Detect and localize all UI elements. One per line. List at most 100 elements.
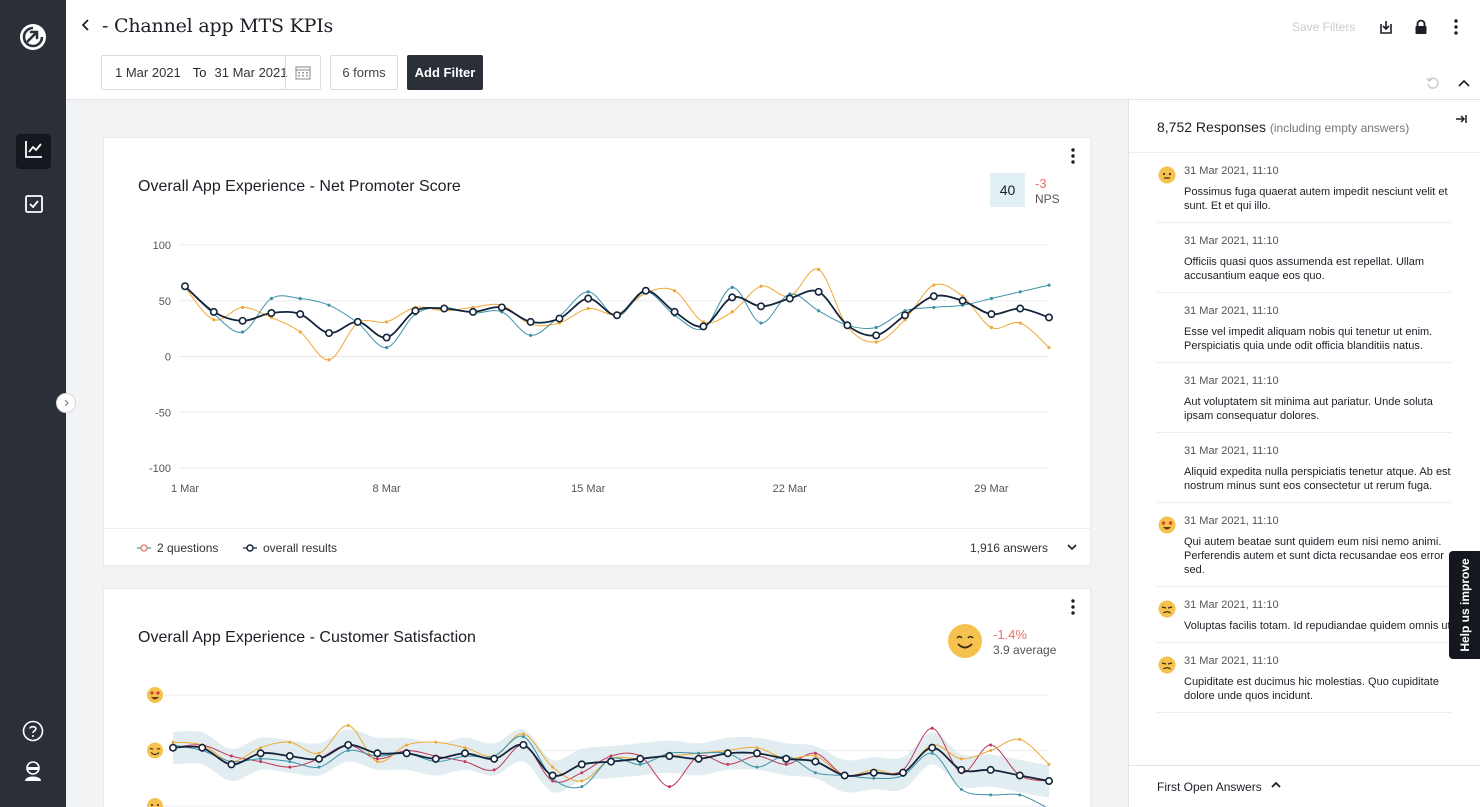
- y-tick-label: 100: [153, 240, 171, 252]
- nps-card-footer: 2 questions overall results 1,916 answer…: [104, 528, 1090, 565]
- help-us-improve-label: Help us improve: [1457, 558, 1472, 652]
- chevron-down-icon[interactable]: [1064, 539, 1080, 555]
- data-point: [490, 754, 499, 763]
- back-button[interactable]: [76, 16, 96, 38]
- data-point: [784, 762, 788, 766]
- legend-overall[interactable]: overall results: [243, 541, 337, 555]
- data-point: [586, 306, 590, 311]
- nps-chart-title: Overall App Experience - Net Promoter Sc…: [138, 178, 461, 195]
- response-item[interactable]: 31 Mar 2021, 11:10 Aliquid expedita nulla…: [1129, 433, 1480, 503]
- data-point: [327, 358, 331, 362]
- data-point: [317, 765, 321, 769]
- page-title: - Channel app MTS KPIs: [102, 15, 334, 37]
- data-point: [298, 330, 302, 334]
- chevron-right-icon: [62, 394, 70, 412]
- data-point: [288, 765, 292, 769]
- legend-questions[interactable]: 2 questions: [137, 541, 218, 555]
- x-tick-label: 29 Mar: [974, 483, 1009, 495]
- data-point: [209, 307, 218, 316]
- add-filter-button[interactable]: Add Filter: [407, 55, 483, 90]
- responses-header: 8,752 Responses (including empty answers…: [1157, 119, 1409, 135]
- data-point: [843, 321, 852, 330]
- data-point: [1016, 304, 1025, 313]
- data-point: [385, 320, 389, 324]
- data-point: [385, 345, 389, 350]
- card-menu-icon[interactable]: [1064, 597, 1082, 617]
- data-point: [817, 309, 821, 313]
- data-point: [874, 325, 878, 330]
- nav-analytics-button[interactable]: [16, 134, 51, 169]
- lock-icon[interactable]: [1411, 17, 1431, 37]
- date-to[interactable]: 31 Mar 2021: [214, 65, 288, 80]
- help-us-improve-tab[interactable]: Help us improve: [1449, 551, 1480, 659]
- data-point: [755, 765, 759, 769]
- nav-forms-button[interactable]: [16, 189, 51, 224]
- response-item[interactable]: 31 Mar 2021, 11:10 Officiis quasi quos as…: [1129, 223, 1480, 293]
- data-point: [1018, 737, 1022, 741]
- x-tick-label: 1 Mar: [171, 483, 199, 495]
- help-button[interactable]: [20, 720, 46, 746]
- responses-subtitle: (including empty answers): [1269, 121, 1410, 135]
- first-open-answers-toggle[interactable]: First Open Answers: [1129, 765, 1480, 807]
- y-tick-label: 50: [159, 296, 171, 308]
- save-filters-button[interactable]: Save Filters: [1292, 20, 1356, 34]
- response-item[interactable]: 31 Mar 2021, 11:10 Voluptas facilis totam…: [1129, 587, 1480, 643]
- data-point: [930, 726, 934, 730]
- data-point: [673, 289, 677, 293]
- nps-chart-card: Overall App Experience - Net Promoter Sc…: [103, 137, 1091, 566]
- response-item[interactable]: 31 Mar 2021, 11:10 Qui autem beatae sunt …: [1129, 503, 1480, 587]
- data-point: [989, 325, 994, 330]
- app-logo[interactable]: [20, 24, 46, 50]
- data-point: [840, 771, 849, 780]
- divider: [1156, 712, 1452, 713]
- response-item[interactable]: 31 Mar 2021, 11:10 Cupiditate est ducimus…: [1129, 643, 1480, 713]
- response-date: 31 Mar 2021, 11:10: [1184, 165, 1279, 177]
- data-point: [730, 285, 734, 289]
- response-date: 31 Mar 2021, 11:10: [1184, 599, 1279, 611]
- data-point: [723, 749, 732, 758]
- more-options-icon[interactable]: [1446, 17, 1466, 37]
- data-point: [411, 306, 420, 315]
- x-tick-label: 22 Mar: [773, 483, 808, 495]
- response-item[interactable]: 31 Mar 2021, 11:10 Possimus fuga quaerat …: [1129, 153, 1480, 223]
- response-text: Aliquid expedita nulla perspiciatis tene…: [1184, 466, 1451, 492]
- data-point: [813, 751, 817, 755]
- data-point: [959, 757, 963, 761]
- data-point: [756, 302, 765, 311]
- forms-selector-button[interactable]: 6 forms: [330, 55, 398, 90]
- data-point: [468, 307, 477, 316]
- expand-sidebar-button[interactable]: [56, 393, 76, 413]
- user-profile-button[interactable]: [20, 760, 46, 786]
- data-point: [227, 760, 236, 769]
- data-point: [932, 305, 936, 310]
- data-point: [638, 762, 642, 766]
- data-point: [726, 762, 730, 766]
- data-point: [212, 318, 216, 322]
- collapse-panel-icon[interactable]: [1454, 112, 1470, 128]
- data-point: [434, 740, 438, 744]
- data-point: [259, 760, 263, 764]
- response-item[interactable]: 31 Mar 2021, 11:10 Esse vel impedit aliqu…: [1129, 293, 1480, 363]
- card-menu-icon[interactable]: [1064, 146, 1082, 166]
- response-item[interactable]: 31 Mar 2021, 11:10 Aut voluptatem sit min…: [1129, 363, 1480, 433]
- data-point: [259, 757, 263, 761]
- data-point: [577, 760, 586, 769]
- download-icon[interactable]: [1376, 17, 1396, 37]
- calendar-icon[interactable]: [285, 56, 320, 89]
- date-range-picker[interactable]: 1 Mar 2021 To 31 Mar 2021: [101, 55, 321, 90]
- data-point: [325, 329, 334, 338]
- neutral-face-icon: [147, 798, 163, 807]
- response-date: 31 Mar 2021, 11:10: [1184, 235, 1279, 247]
- responses-list: 31 Mar 2021, 11:10 Possimus fuga quaerat …: [1129, 153, 1480, 765]
- data-point: [526, 317, 535, 326]
- data-point: [317, 751, 321, 755]
- love-face-icon: [1158, 516, 1176, 539]
- chevron-left-icon: [81, 18, 91, 37]
- collapse-header-icon[interactable]: [1454, 73, 1474, 93]
- reset-icon[interactable]: [1423, 73, 1443, 93]
- question-circle-icon: [22, 720, 44, 747]
- data-point: [989, 743, 993, 747]
- csat-chart-card: Overall App Experience - Customer Satisf…: [103, 588, 1091, 807]
- data-point: [198, 743, 207, 752]
- date-from[interactable]: 1 Mar 2021: [115, 65, 181, 80]
